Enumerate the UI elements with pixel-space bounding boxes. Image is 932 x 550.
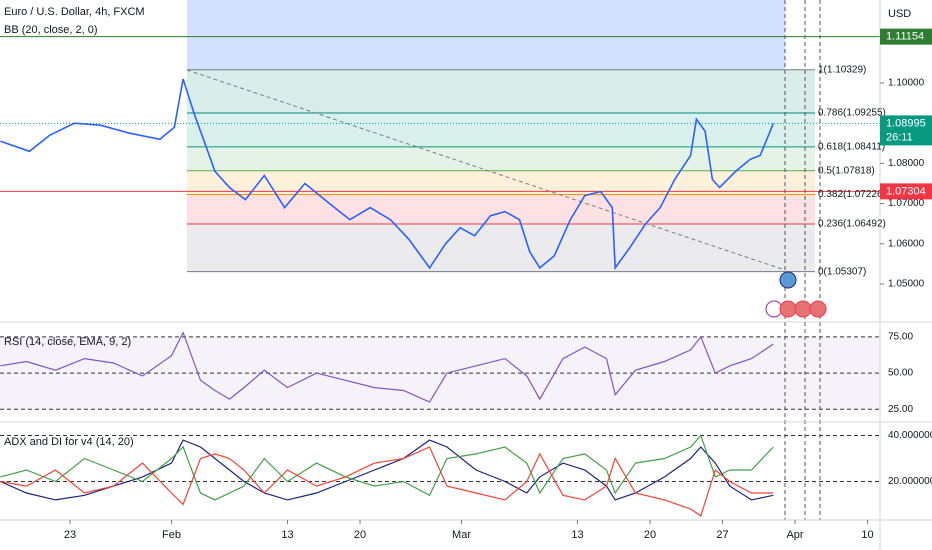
x-tick-label: 20 bbox=[354, 529, 366, 541]
fib-label: 1(1.10329) bbox=[818, 64, 866, 75]
event-icon[interactable] bbox=[779, 271, 797, 289]
price-line bbox=[0, 78, 775, 271]
indicator-line bbox=[0, 331, 774, 403]
x-tick-label: 13 bbox=[571, 529, 583, 541]
fib-label: 0.236(1.06492) bbox=[818, 219, 886, 230]
date-range-box bbox=[187, 0, 785, 70]
y-tick-label: 50.00 bbox=[888, 368, 913, 379]
x-tick-label: Feb bbox=[162, 529, 181, 541]
y-tick-label: 1.10000 bbox=[888, 78, 925, 89]
price-badge-label: 1.11154 bbox=[886, 31, 924, 43]
currency-label: USD bbox=[888, 8, 911, 20]
price-badge-label: 1.08995 bbox=[886, 117, 926, 129]
x-tick-label: 20 bbox=[644, 529, 656, 541]
indicator-line bbox=[0, 439, 774, 501]
fib-label: 0.786(1.09255) bbox=[818, 108, 886, 119]
rsi-title: RSI (14, close, EMA, 9, 2) bbox=[4, 336, 131, 348]
fib-band bbox=[187, 224, 815, 272]
fib-band bbox=[187, 112, 815, 147]
price-badge bbox=[880, 183, 932, 200]
y-tick-label: 20.000000 bbox=[888, 476, 932, 487]
x-tick-label: 23 bbox=[64, 529, 76, 541]
indicator-line bbox=[0, 446, 774, 517]
adx-title: ADX and DI for v4 (14, 20) bbox=[4, 436, 134, 448]
fib-label: 0(1.05307) bbox=[818, 266, 866, 277]
event-icon[interactable] bbox=[779, 300, 797, 318]
y-tick-label: 1.07000 bbox=[888, 198, 925, 209]
countdown-label: 26:11 bbox=[886, 131, 913, 143]
fib-label: 0.382(1.07226) bbox=[818, 189, 886, 200]
y-tick-label: 1.05000 bbox=[888, 279, 925, 290]
price-badge-label: 1.07304 bbox=[886, 185, 926, 197]
y-tick-label: 1.06000 bbox=[888, 238, 925, 249]
trend-line bbox=[186, 69, 786, 271]
fib-band bbox=[187, 69, 815, 113]
fib-band bbox=[187, 194, 815, 225]
fib-label: 0.618(1.08411) bbox=[818, 142, 885, 153]
x-tick-label: Mar bbox=[452, 529, 471, 541]
x-tick-label: 27 bbox=[716, 529, 728, 541]
indicator-line bbox=[0, 434, 774, 501]
rsi-band bbox=[0, 336, 880, 410]
fib-band bbox=[187, 170, 815, 195]
fib-label: 0.5(1.07818) bbox=[818, 165, 875, 176]
y-tick-label: 75.00 bbox=[888, 332, 913, 343]
fib-band bbox=[187, 146, 815, 171]
chart-title: Euro / U.S. Dollar, 4h, FXCM bbox=[4, 6, 145, 18]
price-badge bbox=[880, 28, 932, 45]
x-tick-label: 10 bbox=[861, 529, 873, 541]
y-tick-label: 40.000000 bbox=[888, 430, 932, 441]
price-badge bbox=[880, 115, 932, 146]
indicator-title: BB (20, close, 2, 0) bbox=[4, 24, 98, 36]
event-icon[interactable] bbox=[794, 300, 812, 318]
x-tick-label: Apr bbox=[786, 529, 803, 541]
event-icon[interactable] bbox=[809, 300, 827, 318]
x-tick-label: 13 bbox=[281, 529, 293, 541]
y-tick-label: 1.08000 bbox=[888, 158, 925, 169]
y-tick-label: 25.00 bbox=[888, 404, 913, 415]
